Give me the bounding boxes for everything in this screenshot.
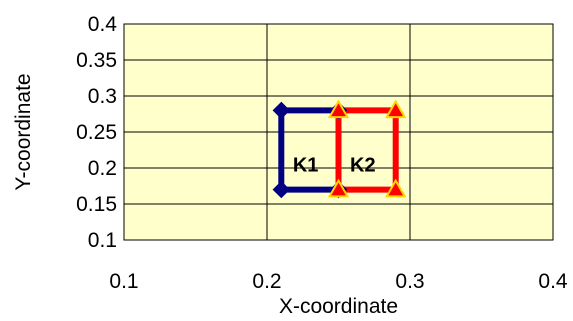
y-tick-label: 0.3 [88,85,117,108]
series-layer: K1 K2 [272,99,407,199]
x-tick-label: 0.3 [395,270,424,293]
series-label-k1: K1 [293,154,319,176]
tick-labels: 0.1 0.15 0.2 0.25 0.3 0.35 0.4 0.1 0.2 0.3 0.4 [76,13,568,293]
data-point-k1 [272,180,291,199]
data-point-k2 [384,178,407,198]
data-point-k2 [327,178,350,198]
plot-frame [123,23,554,241]
data-point-k1 [272,101,291,120]
data-point-k2 [384,99,407,119]
y-tick-label: 0.2 [88,157,117,180]
y-tick-label: 0.15 [76,193,117,216]
data-point-k2 [327,99,350,119]
y-tick-label: 0.35 [76,49,117,72]
x-tick-label: 0.1 [109,270,138,293]
x-tick-label: 0.2 [252,270,281,293]
x-tick-label: 0.4 [538,270,568,293]
x-axis-title: X-coordinate [279,295,398,318]
y-tick-label: 0.4 [88,13,118,36]
grid [123,23,554,241]
y-axis-title: Y-coordinate [12,73,35,190]
y-tick-label: 0.25 [76,121,117,144]
series-label-k2: K2 [350,154,376,176]
series-line-k1 [278,107,339,193]
y-tick-label: 0.1 [88,229,117,252]
